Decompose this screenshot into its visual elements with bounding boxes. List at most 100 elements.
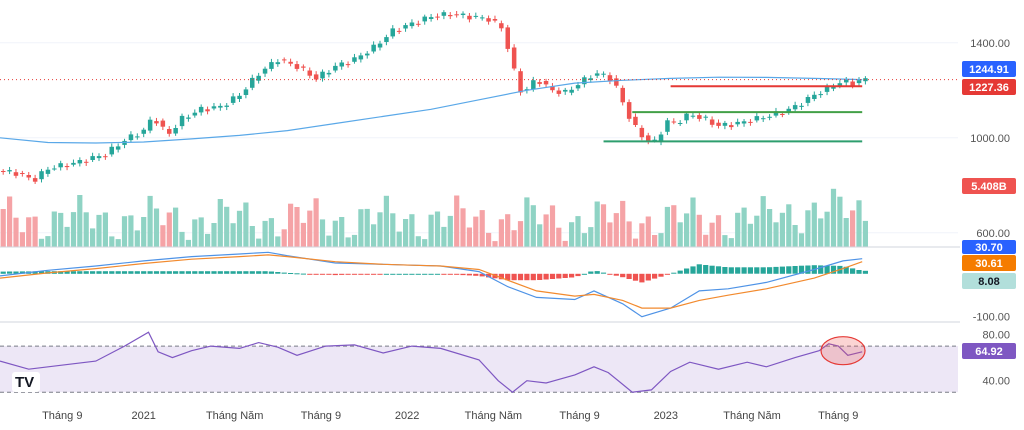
- volume-bar: [588, 227, 594, 247]
- histogram-bar: [32, 271, 38, 274]
- volume-bar: [645, 216, 651, 247]
- candle-body: [109, 146, 114, 155]
- histogram-bar: [153, 271, 160, 274]
- macd-line: [0, 251, 863, 318]
- candle-body: [262, 68, 268, 74]
- histogram-bar: [83, 271, 89, 274]
- candle-body: [147, 119, 153, 131]
- last-price-badge: [962, 61, 1016, 77]
- candle-body: [863, 78, 868, 82]
- histogram-bar: [773, 266, 779, 274]
- histogram-bar: [537, 273, 543, 280]
- histogram-bar: [147, 271, 153, 274]
- volume-bar: [121, 216, 128, 247]
- histogram-bar: [179, 271, 185, 274]
- candle-body: [812, 94, 817, 99]
- histogram-bar: [58, 271, 64, 274]
- histogram-bar: [735, 267, 741, 274]
- volume-bar: [211, 223, 217, 247]
- candle-body: [518, 71, 523, 93]
- candle-body: [224, 105, 229, 107]
- histogram-bar: [358, 273, 364, 275]
- candle-body: [7, 170, 12, 172]
- volume-bar: [632, 238, 639, 247]
- volume-bar: [415, 236, 421, 247]
- histogram-bar: [313, 273, 319, 275]
- candle-body: [384, 37, 389, 42]
- histogram-bar: [268, 271, 274, 274]
- histogram-bar: [709, 265, 715, 274]
- price-tick-label: 600.00: [976, 228, 1010, 240]
- time-tick-label: Tháng Năm: [206, 410, 263, 422]
- histogram-bar: [198, 271, 204, 274]
- candle-body: [301, 66, 306, 68]
- rsi-panel: 80.00 40.00: [0, 330, 1010, 393]
- volume-bar: [441, 226, 447, 247]
- histogram-bar: [121, 271, 128, 274]
- histogram-bar: [364, 273, 370, 275]
- candle-body: [64, 166, 70, 168]
- volume-bar: [690, 197, 696, 247]
- volume-bar: [262, 220, 268, 247]
- histogram-value-badge: [962, 273, 1016, 289]
- candle-body: [556, 90, 562, 94]
- histogram-bar: [466, 273, 472, 276]
- volume-bar: [179, 231, 185, 247]
- candle-body: [786, 108, 791, 112]
- candle-body: [639, 127, 645, 138]
- histogram-bar: [371, 273, 377, 275]
- candle-body: [569, 89, 574, 93]
- logo-backdrop: [12, 372, 40, 392]
- histogram-bar: [517, 273, 524, 281]
- volume-bar: [83, 212, 89, 247]
- volume-bar: [754, 215, 760, 247]
- price-badges: 1244.91 1227.36 5.408B 30.70 30.61 8.08 …: [962, 61, 1016, 359]
- level-label: 1227.36: [969, 82, 1009, 94]
- macd-axis-ticks: -100.00: [973, 312, 1010, 324]
- volume-bar: [741, 207, 747, 247]
- histogram-bar: [109, 271, 115, 274]
- histogram-bar: [632, 273, 639, 281]
- candle-body: [690, 115, 696, 117]
- volume-bar: [581, 233, 587, 247]
- candle-body: [575, 85, 581, 89]
- histogram-bar: [498, 273, 504, 280]
- candle-body: [620, 87, 625, 103]
- candle-body: [677, 123, 683, 124]
- volume-bar: [96, 214, 102, 247]
- tradingview-logo[interactable]: TV: [12, 372, 40, 392]
- histogram-bar: [134, 271, 140, 274]
- candles: [1, 10, 868, 184]
- volume-bar: [530, 205, 536, 247]
- volume-bar: [830, 188, 837, 247]
- volume-bar: [798, 233, 805, 247]
- candle-body: [179, 115, 185, 127]
- histogram-bar: [428, 273, 434, 275]
- candle-body: [160, 120, 166, 127]
- histogram-value-label: 8.08: [978, 276, 999, 288]
- volume-bar: [288, 203, 294, 247]
- candle-body: [103, 156, 108, 158]
- volume-bar: [345, 237, 351, 247]
- macd-value-label: 30.70: [975, 242, 1003, 254]
- candle-body: [282, 59, 287, 61]
- candle-body: [269, 62, 274, 69]
- volume-bar: [160, 225, 166, 247]
- histogram-bar: [185, 271, 191, 274]
- histogram-bar: [798, 265, 805, 274]
- volume-bar: [664, 206, 670, 247]
- candle-body: [824, 85, 830, 92]
- macd-value-badge: [962, 240, 1016, 254]
- histogram-bar: [747, 267, 753, 274]
- histogram-bar: [607, 273, 613, 275]
- candle-body: [192, 112, 198, 116]
- histogram-bar: [236, 271, 243, 274]
- volume-bar: [173, 207, 179, 247]
- volume-bar: [275, 236, 281, 247]
- volume-bar: [543, 214, 549, 247]
- volume-bar: [141, 217, 147, 247]
- histogram-bar: [230, 271, 236, 274]
- histogram-bar: [96, 271, 102, 274]
- histogram-bar: [422, 273, 428, 275]
